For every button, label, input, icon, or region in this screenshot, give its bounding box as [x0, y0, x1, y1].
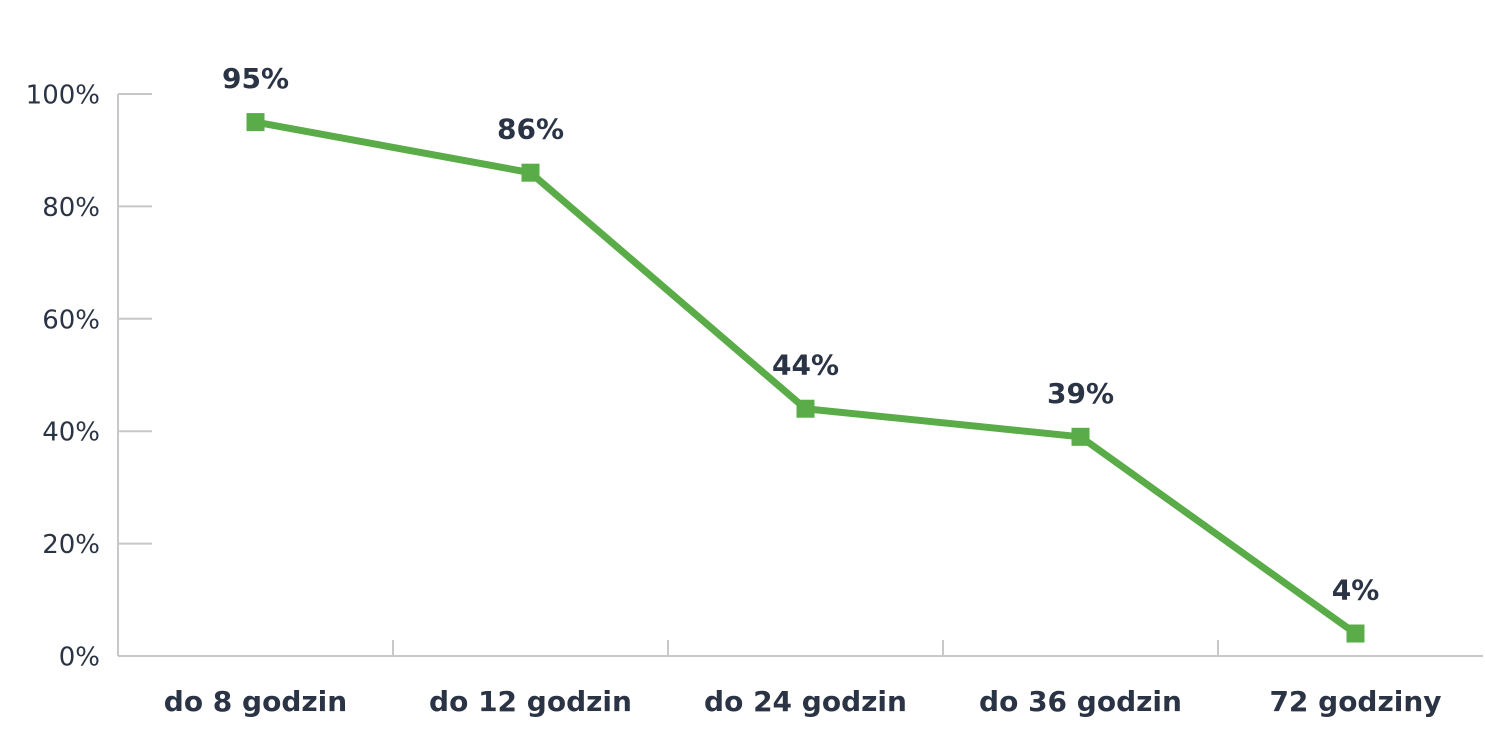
x-tick-label: do 24 godzin	[704, 685, 907, 718]
data-label: 95%	[222, 62, 289, 95]
y-tick-label: 60%	[42, 305, 100, 335]
y-tick-label: 40%	[42, 418, 100, 448]
data-label: 4%	[1332, 574, 1380, 607]
y-tick-label: 80%	[42, 193, 100, 223]
marker	[1071, 427, 1090, 446]
x-tick-label: do 8 godzin	[164, 685, 347, 718]
data-label: 39%	[1047, 377, 1114, 410]
marker	[796, 399, 815, 418]
marker	[246, 113, 265, 132]
data-label: 86%	[497, 113, 564, 146]
x-tick-label: do 12 godzin	[429, 685, 632, 718]
marker	[521, 163, 540, 182]
x-tick-label: 72 godziny	[1269, 685, 1441, 718]
y-tick-label: 20%	[42, 530, 100, 560]
marker	[1346, 624, 1365, 643]
data-label: 44%	[772, 349, 839, 382]
x-tick-label: do 36 godzin	[979, 685, 1182, 718]
y-tick-label: 0%	[59, 643, 100, 673]
y-tick-label: 100%	[26, 81, 100, 111]
